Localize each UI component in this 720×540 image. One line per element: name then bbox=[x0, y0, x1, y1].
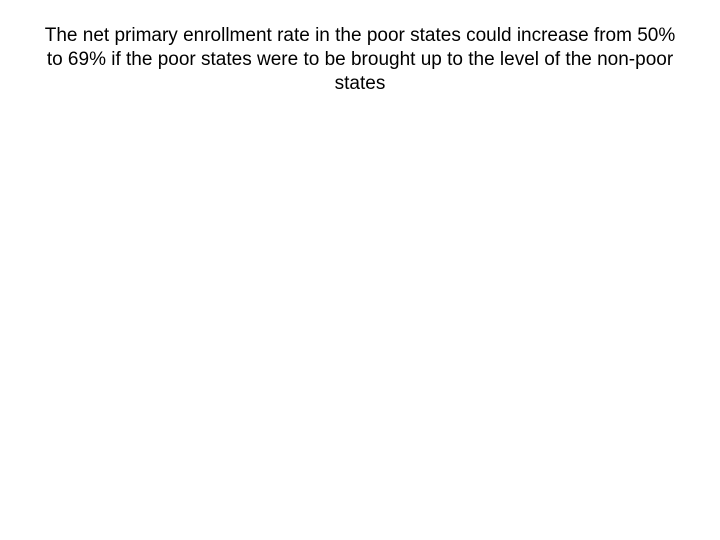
slide-title: The net primary enrollment rate in the p… bbox=[40, 24, 680, 95]
slide: The net primary enrollment rate in the p… bbox=[0, 0, 720, 540]
